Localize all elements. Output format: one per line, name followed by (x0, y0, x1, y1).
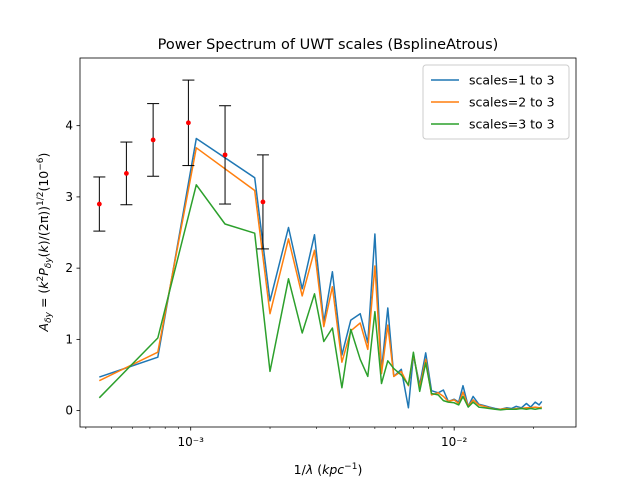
errorbar-point-2 (123, 171, 129, 176)
x-tick-label-2: 10⁻² (441, 435, 468, 449)
y-tick-label-4: 3 (65, 190, 73, 204)
y-axis-ticks: 0 1 2 3 4 (65, 119, 80, 418)
legend-label-2: scales=2 to 3 (469, 95, 555, 110)
errorbar-point-5 (222, 152, 228, 158)
errorbar-point-3 (150, 137, 156, 143)
x-axis-label: 1/λ (kpc−1) (294, 462, 363, 477)
plot-lines (98, 137, 543, 411)
y-tick-label-1: 0 (65, 404, 73, 418)
legend-label-1: scales=1 to 3 (469, 73, 555, 88)
legend: scales=1 to 3 scales=2 to 3 scales=3 to 3 (422, 64, 570, 140)
y-tick-label-2: 1 (65, 332, 73, 346)
chart-title: Power Spectrum of UWT scales (BsplineAtr… (158, 37, 499, 53)
errorbar-point-1 (96, 201, 102, 207)
series-line-2 (98, 147, 542, 410)
series-line-1 (99, 137, 543, 410)
errorbar-point-6 (260, 199, 266, 205)
errorbar-group (93, 79, 269, 250)
x-axis-ticks: 10⁻³ 10⁻² (85, 427, 534, 449)
errorbar-point-4 (186, 120, 191, 126)
y-tick-label-3: 2 (65, 261, 73, 275)
legend-box (422, 64, 570, 140)
svg-text:Aδy = (k2Pδy(k)/(2π))1/2(10−6): Aδy = (k2Pδy(k)/(2π))1/2(10−6) (36, 153, 54, 333)
legend-label-3: scales=3 to 3 (469, 117, 555, 132)
axes-frame (79, 57, 577, 428)
y-tick-label-5: 4 (65, 119, 73, 133)
y-axis-label: Aδy = (k2Pδy(k)/(2π))1/2(10−6) (36, 153, 54, 333)
x-tick-label-1: 10⁻³ (178, 435, 205, 449)
series-line-3 (98, 184, 542, 411)
